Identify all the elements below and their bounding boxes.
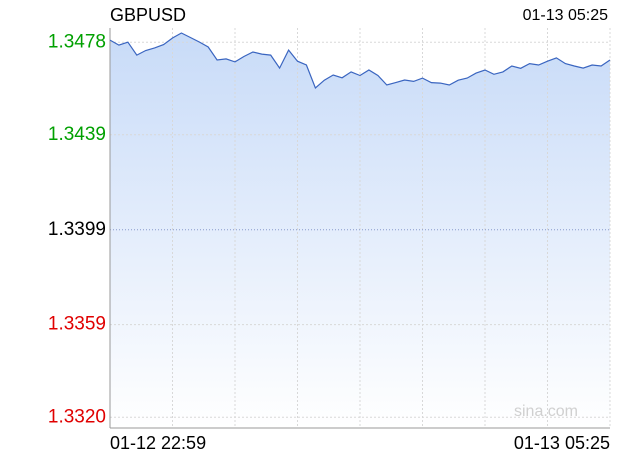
y-tick-label: 1.3439 — [48, 124, 106, 145]
price-line — [109, 32, 611, 90]
y-tick-label: 1.3320 — [48, 406, 106, 427]
y-tick-label: 1.3478 — [48, 31, 106, 52]
y-tick-label: 1.3399 — [48, 219, 106, 240]
timestamp: 01-13 05:25 — [523, 7, 609, 24]
x-tick-label: 01-13 05:25 — [514, 433, 610, 453]
chart-title: GBPUSD — [110, 5, 186, 25]
watermark: sina.com — [514, 403, 578, 420]
x-tick-label: 01-12 22:59 — [110, 433, 206, 453]
y-tick-label: 1.3359 — [48, 314, 106, 335]
